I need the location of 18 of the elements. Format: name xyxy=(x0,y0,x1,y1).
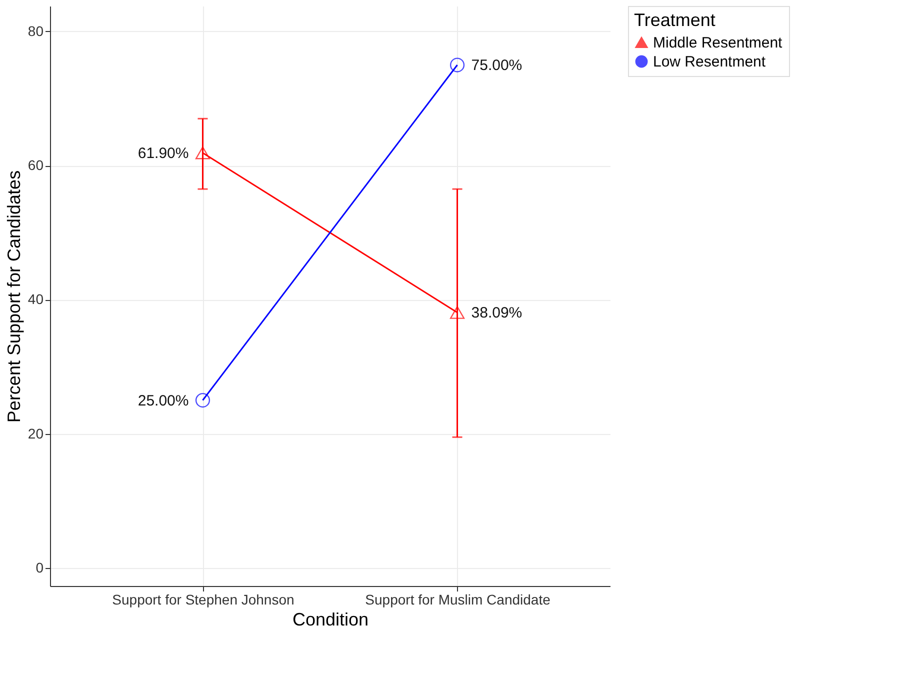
y-tick-label: 40 xyxy=(28,291,44,308)
x-tick-label: Support for Stephen Johnson xyxy=(112,592,294,608)
x-tick-label: Support for Muslim Candidate xyxy=(365,592,551,608)
legend-label: Low Resentment xyxy=(653,54,766,70)
data-label: 75.00% xyxy=(471,57,522,74)
point xyxy=(195,392,210,408)
data-label: 61.90% xyxy=(138,144,189,162)
point xyxy=(450,58,465,72)
x-axis-title: Condition xyxy=(292,610,369,630)
y-tick-label: 20 xyxy=(28,425,44,442)
legend-label: Middle Resentment xyxy=(653,34,784,52)
data-label: 38.09% xyxy=(471,304,522,322)
legend-title: Treatment xyxy=(634,10,716,30)
y-axis-title: Percent Support for Candidates xyxy=(4,170,24,423)
y-tick-label: 80 xyxy=(28,22,44,39)
y-tick-label: 60 xyxy=(28,157,44,174)
data-label: 25.00% xyxy=(138,392,189,410)
y-tick-label: 0 xyxy=(36,559,44,576)
